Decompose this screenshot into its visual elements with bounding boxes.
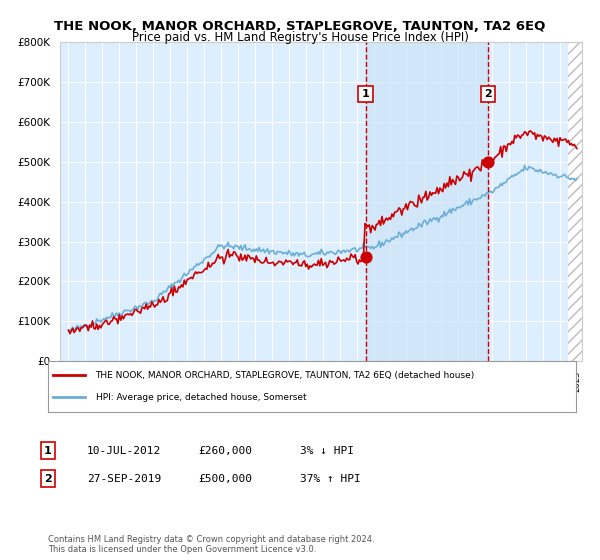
Text: 1: 1: [44, 446, 52, 456]
Text: 1: 1: [362, 89, 370, 99]
Text: 2: 2: [44, 474, 52, 484]
Text: 2: 2: [484, 89, 492, 99]
Text: £260,000: £260,000: [198, 446, 252, 456]
Text: Contains HM Land Registry data © Crown copyright and database right 2024.
This d: Contains HM Land Registry data © Crown c…: [48, 535, 374, 554]
Text: Price paid vs. HM Land Registry's House Price Index (HPI): Price paid vs. HM Land Registry's House …: [131, 31, 469, 44]
Bar: [568, 42, 582, 361]
Text: THE NOOK, MANOR ORCHARD, STAPLEGROVE, TAUNTON, TA2 6EQ (detached house): THE NOOK, MANOR ORCHARD, STAPLEGROVE, TA…: [95, 371, 475, 380]
Bar: [568, 42, 582, 361]
Text: 10-JUL-2012: 10-JUL-2012: [87, 446, 161, 456]
Point: [361, 253, 370, 262]
Text: 37% ↑ HPI: 37% ↑ HPI: [300, 474, 361, 484]
Text: 27-SEP-2019: 27-SEP-2019: [87, 474, 161, 484]
Text: 3% ↓ HPI: 3% ↓ HPI: [300, 446, 354, 456]
Point: [483, 157, 493, 166]
Text: HPI: Average price, detached house, Somerset: HPI: Average price, detached house, Some…: [95, 393, 306, 402]
Bar: [365, 42, 488, 361]
Text: £500,000: £500,000: [198, 474, 252, 484]
Text: THE NOOK, MANOR ORCHARD, STAPLEGROVE, TAUNTON, TA2 6EQ: THE NOOK, MANOR ORCHARD, STAPLEGROVE, TA…: [55, 20, 545, 32]
